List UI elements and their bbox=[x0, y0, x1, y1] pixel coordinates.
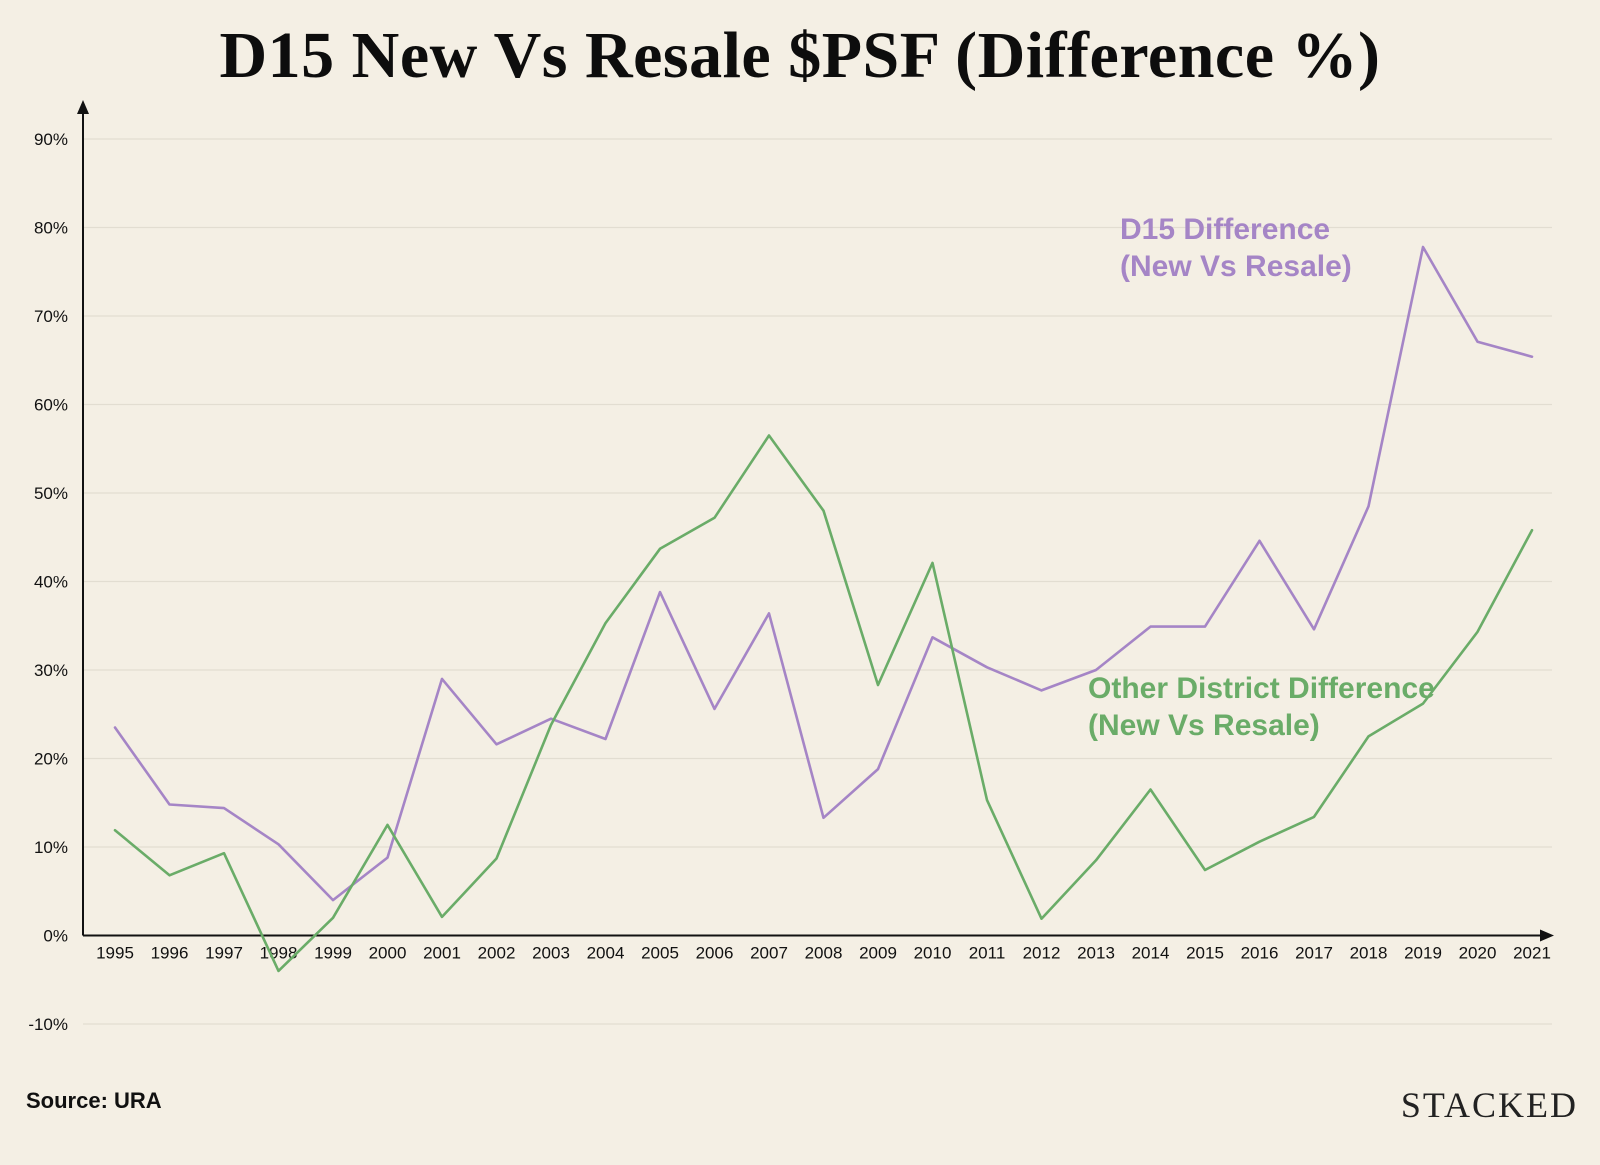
x-axis-arrow bbox=[1540, 929, 1554, 942]
x-tick-label: 2008 bbox=[805, 944, 843, 963]
y-tick-label: 0% bbox=[43, 927, 68, 946]
series-label-line: D15 Difference bbox=[1120, 213, 1330, 246]
y-tick-label: -10% bbox=[28, 1015, 68, 1034]
y-tick-label: 10% bbox=[34, 838, 68, 857]
x-tick-label: 1995 bbox=[96, 944, 134, 963]
y-tick-label: 50% bbox=[34, 484, 68, 503]
series-label-d15: D15 Difference (New Vs Resale) bbox=[1120, 213, 1352, 283]
x-tick-label: 2019 bbox=[1404, 944, 1442, 963]
series-labels: D15 Difference (New Vs Resale)Other Distr… bbox=[1088, 213, 1435, 742]
x-tick-label: 2020 bbox=[1459, 944, 1497, 963]
y-tick-label: 80% bbox=[34, 219, 68, 238]
x-tick-label: 1999 bbox=[314, 944, 352, 963]
x-tick-label: 1997 bbox=[205, 944, 243, 963]
series-line-d15 bbox=[113, 245, 1534, 902]
series-label-line: (New Vs Resale) bbox=[1088, 709, 1320, 742]
x-tick-label: 2011 bbox=[969, 944, 1006, 963]
x-tick-label: 2010 bbox=[914, 944, 952, 963]
x-tick-label: 1996 bbox=[151, 944, 189, 963]
grid bbox=[83, 138, 1552, 1025]
y-tick-label: 90% bbox=[34, 130, 68, 149]
x-tick-label: 2021 bbox=[1513, 944, 1551, 963]
y-tick-label: 20% bbox=[34, 750, 68, 769]
x-tick-label: 2005 bbox=[641, 944, 679, 963]
y-tick-label: 40% bbox=[34, 573, 68, 592]
x-tick-label: 2001 bbox=[423, 944, 461, 963]
series-label-other-district: Other District Difference (New Vs Resale) bbox=[1088, 672, 1435, 742]
x-tick-label: 2014 bbox=[1132, 944, 1170, 963]
x-tick-label: 2004 bbox=[587, 944, 625, 963]
y-tick-label: 30% bbox=[34, 661, 68, 680]
x-tick-label: 2015 bbox=[1186, 944, 1224, 963]
series-line-other-district bbox=[113, 434, 1534, 973]
x-tick-label: 2006 bbox=[696, 944, 734, 963]
y-axis-arrow bbox=[77, 100, 89, 114]
x-tick-label: 2018 bbox=[1350, 944, 1388, 963]
x-tick-label: 2016 bbox=[1241, 944, 1279, 963]
x-tick-label: 2017 bbox=[1295, 944, 1333, 963]
x-tick-label: 2009 bbox=[859, 944, 897, 963]
y-tick-label: 70% bbox=[34, 307, 68, 326]
series-label-line: (New Vs Resale) bbox=[1120, 250, 1352, 283]
x-tick-label: 2012 bbox=[1023, 944, 1061, 963]
y-tick-labels: -10% 0% 10% 20% 30% 40% 50% 60% 70% 80% 90% bbox=[28, 130, 68, 1034]
x-tick-label: 2000 bbox=[369, 944, 407, 963]
x-tick-label: 2013 bbox=[1077, 944, 1115, 963]
series bbox=[113, 245, 1534, 973]
brand-logo: STACKED bbox=[1400, 1085, 1578, 1125]
series-label-line: Other District Difference bbox=[1088, 672, 1435, 705]
source-note: Source: URA bbox=[26, 1088, 162, 1113]
x-tick-label: 2003 bbox=[532, 944, 570, 963]
x-tick-label: 2007 bbox=[750, 944, 788, 963]
x-tick-labels: 1995 1996 1997 1998 1999 2000 2001 2002 2003 2004… bbox=[96, 944, 1551, 963]
y-tick-label: 60% bbox=[34, 396, 68, 415]
x-tick-label: 2002 bbox=[478, 944, 516, 963]
axes bbox=[77, 100, 1554, 942]
chart-title: D15 New Vs Resale $PSF (Difference %) bbox=[219, 19, 1381, 92]
